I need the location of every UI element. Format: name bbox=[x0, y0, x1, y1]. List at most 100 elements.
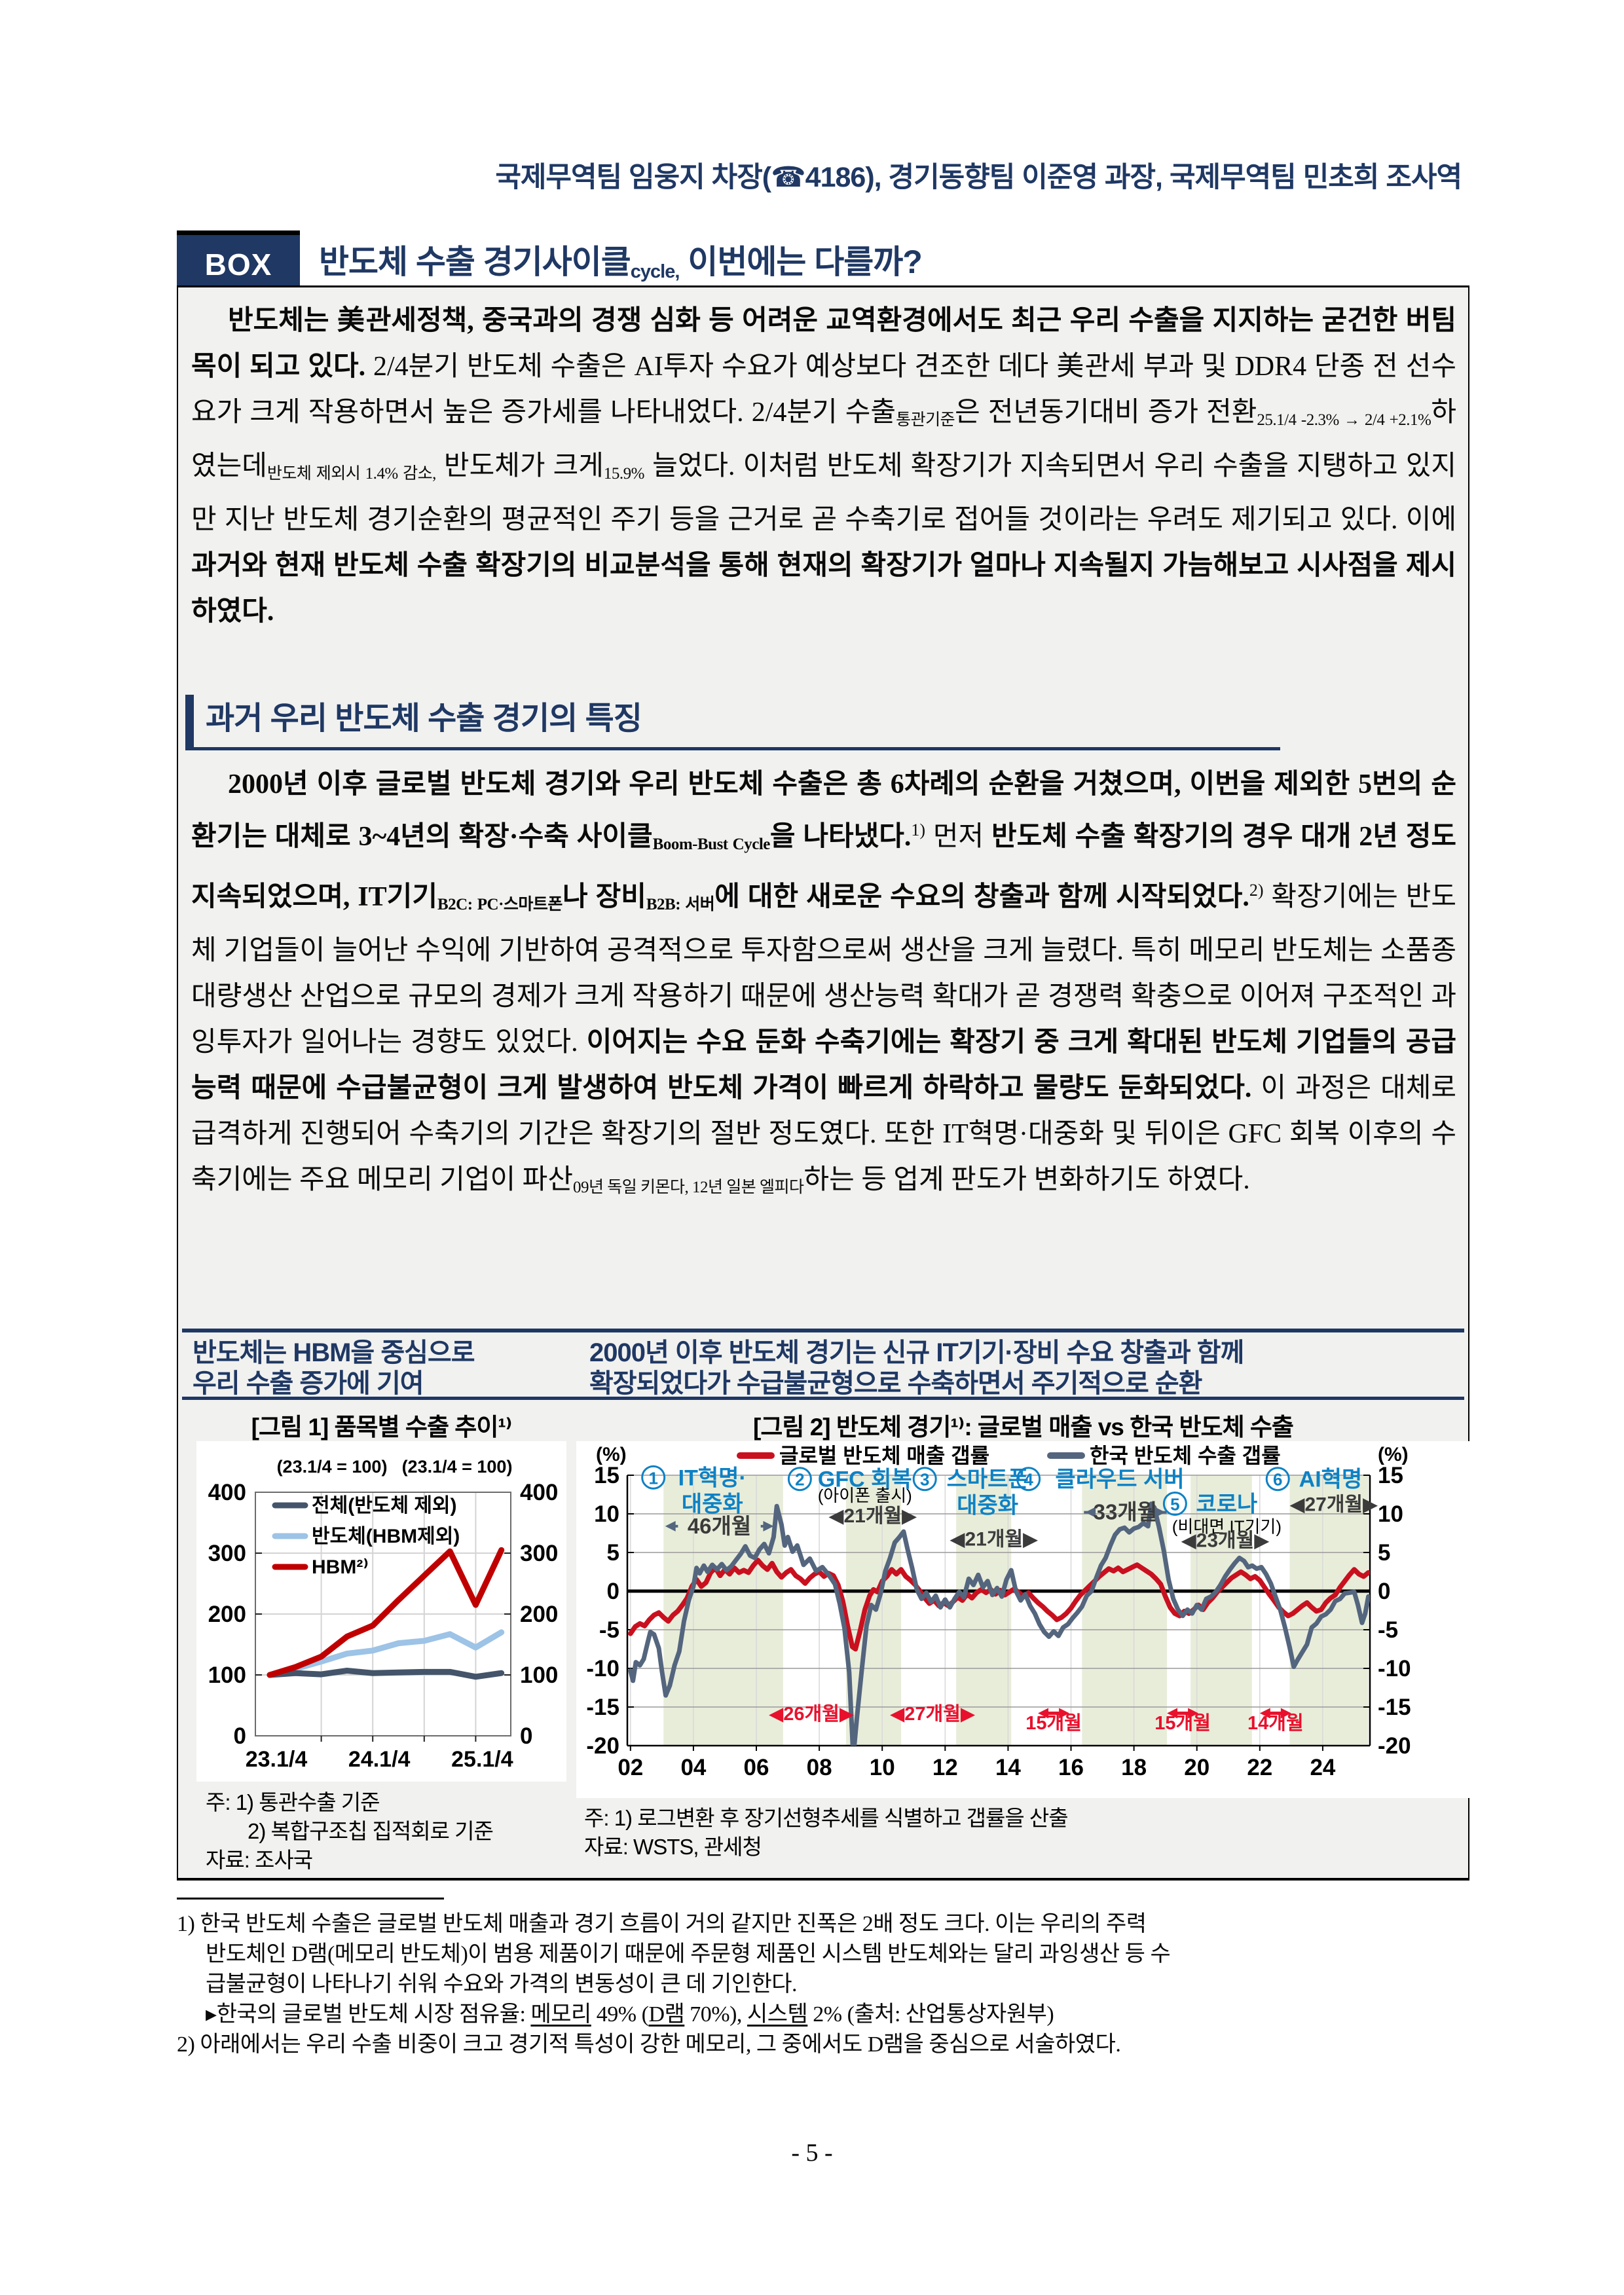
page-number: - 5 - bbox=[791, 2139, 833, 2167]
svg-text:대중화: 대중화 bbox=[682, 1492, 743, 1516]
svg-text:0: 0 bbox=[607, 1579, 619, 1604]
svg-text:20: 20 bbox=[1184, 1755, 1209, 1780]
box-badge: BOX bbox=[177, 230, 300, 293]
section-heading: 과거 우리 반도체 수출 경기의 특징 bbox=[206, 701, 642, 736]
footnote-line: 반도체인 D램(메모리 반도체)이 범용 제품이기 때문에 주문형 제품인 시스… bbox=[177, 1939, 1483, 1970]
text-run: 15.9% bbox=[603, 465, 645, 483]
svg-text:AI혁명: AI혁명 bbox=[1299, 1467, 1363, 1492]
box-title: 반도체 수출 경기사이클cycle, 이번에는 다를까? bbox=[319, 236, 923, 283]
svg-text:23.1/4: 23.1/4 bbox=[246, 1747, 308, 1772]
box-title-subscript: cycle, bbox=[630, 261, 680, 282]
footnote-run: ▸한국의 글로벌 반도체 시장 점유율: bbox=[206, 2002, 531, 2027]
underlined-term: 시스템 bbox=[747, 2002, 808, 2027]
text-run: 2) bbox=[1249, 881, 1264, 900]
text-run: 통관기준 bbox=[896, 411, 955, 429]
footnote-line: 2) 아래에서는 우리 수출 비중이 크고 경기적 특성이 강한 메모리, 그 … bbox=[177, 2030, 1483, 2060]
svg-text:10: 10 bbox=[870, 1755, 895, 1780]
svg-text:15개월: 15개월 bbox=[1154, 1712, 1211, 1734]
text-run: 2/4분기 반도체 수출은 AI투자 수요가 예상보다 견조한 데다 美관세 부… bbox=[191, 352, 1456, 428]
text-run: 반도체 제외시 1.4% 감소, bbox=[267, 465, 436, 483]
svg-text:18: 18 bbox=[1121, 1755, 1147, 1780]
svg-text:-20: -20 bbox=[1378, 1733, 1411, 1759]
svg-text:0: 0 bbox=[1378, 1579, 1390, 1604]
svg-text:-10: -10 bbox=[1378, 1656, 1411, 1681]
figure1-title: [그림 1] 품목별 수출 추이¹⁾ bbox=[251, 1414, 513, 1441]
figure1-notes: 주: 1) 통관수출 기준 2) 복합구조칩 집적회로 기준 자료: 조사국 bbox=[206, 1790, 494, 1872]
figure-caption-rule bbox=[182, 1397, 1464, 1400]
svg-text:◀27개월▶: ◀27개월▶ bbox=[1289, 1494, 1378, 1515]
footnote-line: ▸한국의 글로벌 반도체 시장 점유율: 메모리 49% (D램 70%), 시… bbox=[177, 2000, 1483, 2030]
footnote-run: 급불균형이 나타나기 쉬워 수요와 가격의 변동성이 큰 데 기인한다. bbox=[206, 1972, 798, 1996]
svg-text:4: 4 bbox=[1024, 1470, 1033, 1490]
text-run: 늘었다. 이처럼 반도체 확장기가 지속되면서 우리 수출을 지탱하고 있지만 … bbox=[191, 451, 1457, 535]
footnote-run: 49% ( bbox=[591, 2002, 649, 2027]
svg-text:15개월: 15개월 bbox=[1025, 1712, 1082, 1734]
svg-text:HBM²⁾: HBM²⁾ bbox=[312, 1556, 369, 1578]
svg-text:24.1/4: 24.1/4 bbox=[348, 1747, 411, 1772]
svg-text:5: 5 bbox=[1170, 1494, 1179, 1514]
box-title-main: 반도체 수출 경기사이클 bbox=[319, 244, 631, 280]
svg-text:◀23개월▶: ◀23개월▶ bbox=[1181, 1530, 1270, 1552]
text-run: 1) bbox=[911, 820, 926, 839]
underlined-term: D램 bbox=[648, 2002, 685, 2027]
text-run: 25.1/4 -2.3% → 2/4 +2.1% bbox=[1257, 411, 1431, 429]
text-run: 하였는데 bbox=[191, 397, 1456, 481]
figure-section: 반도체는 HBM을 중심으로 우리 수출 증가에 기여 2000년 이후 반도체… bbox=[178, 1329, 1470, 1879]
svg-text:0: 0 bbox=[234, 1723, 246, 1749]
svg-text:◀26개월▶: ◀26개월▶ bbox=[769, 1703, 855, 1725]
footnote-run: 70%), bbox=[684, 2002, 747, 2027]
svg-text:1: 1 bbox=[648, 1468, 657, 1488]
svg-text:스마트폰: 스마트폰 bbox=[947, 1467, 1029, 1492]
figure1-caption: 반도체는 HBM을 중심으로 우리 수출 증가에 기여 bbox=[193, 1338, 475, 1398]
svg-text:400: 400 bbox=[520, 1480, 558, 1505]
svg-text:-15: -15 bbox=[1378, 1695, 1411, 1720]
text-run: B2C: PC·스마트폰 bbox=[437, 896, 563, 913]
svg-text:10: 10 bbox=[1378, 1501, 1403, 1527]
svg-text:200: 200 bbox=[208, 1602, 246, 1627]
footnotes: 1) 한국 반도체 수출은 글로벌 반도체 매출과 경기 흐름이 거의 같지만 … bbox=[177, 1909, 1483, 2060]
svg-text:24: 24 bbox=[1310, 1755, 1335, 1780]
figure2-title: [그림 2] 반도체 경기¹⁾: 글로벌 매출 vs 한국 반도체 수출 bbox=[753, 1414, 1294, 1441]
content-panel: 반도체는 美관세정책, 중국과의 경쟁 심화 등 어려운 교역환경에서도 최근 … bbox=[177, 285, 1470, 1881]
svg-text:15: 15 bbox=[594, 1463, 619, 1488]
figure-top-rule bbox=[182, 1329, 1464, 1332]
svg-text:◀27개월▶: ◀27개월▶ bbox=[890, 1703, 976, 1725]
text-run: 먼저 bbox=[925, 822, 991, 852]
text-run: 나 장비 bbox=[562, 882, 646, 912]
svg-text:반도체(HBM제외): 반도체(HBM제외) bbox=[312, 1526, 460, 1547]
svg-text:(비대면 IT기기): (비대면 IT기기) bbox=[1172, 1516, 1282, 1536]
figure2-caption: 2000년 이후 반도체 경기는 신규 IT기기·장비 수요 창출과 함께 확장… bbox=[589, 1338, 1244, 1398]
footnote-line: 급불균형이 나타나기 쉬워 수요와 가격의 변동성이 큰 데 기인한다. bbox=[177, 1970, 1483, 2000]
svg-text:400: 400 bbox=[208, 1480, 246, 1505]
svg-text:대중화: 대중화 bbox=[957, 1494, 1018, 1518]
svg-text:0: 0 bbox=[520, 1723, 532, 1749]
svg-text:한국 반도체 수출 갭률: 한국 반도체 수출 갭률 bbox=[1090, 1444, 1281, 1467]
svg-text:100: 100 bbox=[208, 1662, 246, 1688]
paragraph-history: 2000년 이후 글로벌 반도체 경기와 우리 반도체 수출은 총 6차례의 순… bbox=[191, 762, 1456, 1211]
svg-text:(아이폰 출시): (아이폰 출시) bbox=[818, 1486, 912, 1505]
svg-text:글로벌 반도체 매출 갭률: 글로벌 반도체 매출 갭률 bbox=[779, 1444, 989, 1467]
svg-text:300: 300 bbox=[208, 1541, 246, 1566]
svg-text:(%): (%) bbox=[1378, 1444, 1409, 1465]
svg-text:25.1/4: 25.1/4 bbox=[451, 1747, 513, 1772]
svg-text:(%): (%) bbox=[596, 1444, 627, 1465]
footnote-run: 2% (출처: 산업통상자원부) bbox=[807, 2002, 1054, 2027]
svg-text:(23.1/4 = 100): (23.1/4 = 100) bbox=[277, 1457, 388, 1477]
section-heading-bar bbox=[185, 695, 194, 748]
box-title-rest: 이번에는 다를까? bbox=[679, 244, 922, 280]
svg-text:-15: -15 bbox=[586, 1695, 619, 1720]
svg-text:33개월: 33개월 bbox=[1094, 1500, 1157, 1524]
footnote-line: 1) 한국 반도체 수출은 글로벌 반도체 매출과 경기 흐름이 거의 같지만 … bbox=[177, 1909, 1483, 1939]
svg-text:-5: -5 bbox=[599, 1617, 619, 1643]
footnote-separator bbox=[177, 1898, 444, 1900]
svg-text:46개월: 46개월 bbox=[688, 1514, 751, 1538]
figure2-chart: 15 15 10 10 5 5 0 0 -5 -5 -10 -10 -15 -15 -20 -20 02 04 06… bbox=[576, 1441, 1470, 1798]
svg-text:전체(반도체 제외): 전체(반도체 제외) bbox=[312, 1495, 457, 1516]
svg-text:2: 2 bbox=[795, 1470, 804, 1490]
text-run: 반도체 수출 확장기의 경우 대개 2년 정도 지속되었으며, IT기기 bbox=[191, 822, 1457, 912]
svg-text:코로나: 코로나 bbox=[1196, 1492, 1257, 1516]
svg-text:◀21개월▶: ◀21개월▶ bbox=[828, 1505, 917, 1527]
paragraph-intro: 반도체는 美관세정책, 중국과의 경쟁 심화 등 어려운 교역환경에서도 최근 … bbox=[191, 298, 1456, 634]
figure1-chart: (23.1/4 = 100) (23.1/4 = 100) 0 0 100 100 200 2… bbox=[196, 1441, 566, 1782]
